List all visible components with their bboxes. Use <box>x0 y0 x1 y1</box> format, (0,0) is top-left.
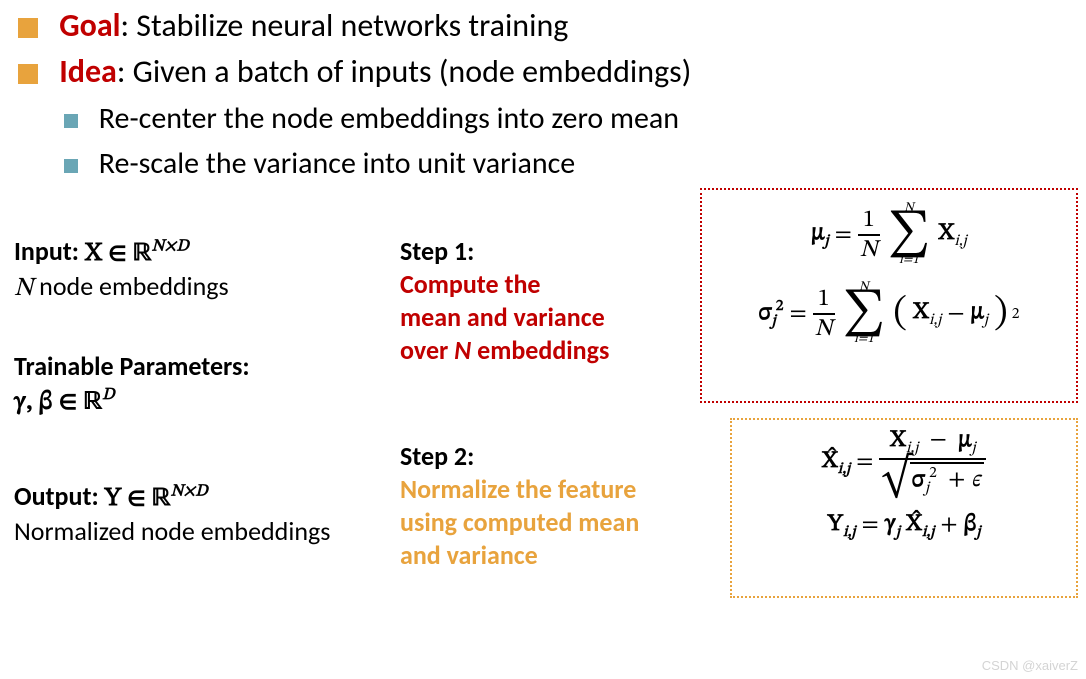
step1-l2: mean and variance <box>400 301 605 334</box>
step1-l1: Compute the <box>400 268 541 301</box>
square-icon <box>64 159 78 173</box>
input-line: Input: X ∈ ℝN×D <box>14 235 189 271</box>
step1-label: Step 1: <box>400 235 474 268</box>
input-math: X ∈ ℝN×D <box>85 241 189 267</box>
step2-label: Step 2: <box>400 440 474 473</box>
y-formula: Yi,j = γj X̂i,j + βj <box>744 509 1064 542</box>
input-desc: N node embeddings <box>14 270 229 306</box>
xhat-formula: X̂i,j = Xi,j − μj √ σj2 + ϵ <box>744 428 1064 497</box>
watermark: CSDN @xaiverZ <box>982 658 1078 673</box>
output-math: Y ∈ ℝN×D <box>105 486 208 512</box>
step2-l2: using computed mean <box>400 506 639 539</box>
trainable-math: γ, β ∈ ℝD <box>14 385 115 419</box>
step2-l3: and variance <box>400 539 538 572</box>
step2-l1: Normalize the feature <box>400 473 636 506</box>
lead-idea: Idea <box>59 52 117 91</box>
lead-goal: Goal <box>59 6 120 45</box>
square-icon <box>18 64 38 84</box>
formula-box-mean-var: μj = 1 N N ∑ i=1 Xi,j σj2 = 1 N N ∑ i=1 … <box>700 188 1078 403</box>
square-icon <box>64 114 78 128</box>
sigma-formula: σj2 = 1 N N ∑ i=1 ( Xi,j − μj )2 <box>714 281 1064 346</box>
mu-formula: μj = 1 N N ∑ i=1 Xi,j <box>714 202 1064 267</box>
rest-idea: : Given a batch of inputs (node embeddin… <box>117 52 692 91</box>
bullet-goal: Goal: Stabilize neural networks training <box>18 6 568 45</box>
output-label: Output: <box>14 480 105 512</box>
sub-text-1: Re-center the node embeddings into zero … <box>99 100 679 137</box>
sub-text-2: Re-scale the variance into unit variance <box>99 145 575 182</box>
sub-bullet-1: Re-center the node embeddings into zero … <box>64 100 679 137</box>
step1-l3: over N embeddings <box>400 334 609 367</box>
bullet-idea: Idea: Given a batch of inputs (node embe… <box>18 52 691 91</box>
formula-box-normalize: X̂i,j = Xi,j − μj √ σj2 + ϵ Yi,j = γ <box>730 418 1078 598</box>
output-desc: Normalized node embeddings <box>14 515 330 548</box>
square-icon <box>18 18 38 38</box>
trainable-label: Trainable Parameters: <box>14 350 250 383</box>
input-label: Input: <box>14 235 85 267</box>
rest-goal: : Stabilize neural networks training <box>120 6 568 45</box>
output-line: Output: Y ∈ ℝN×D <box>14 480 208 516</box>
sub-bullet-2: Re-scale the variance into unit variance <box>64 145 575 182</box>
